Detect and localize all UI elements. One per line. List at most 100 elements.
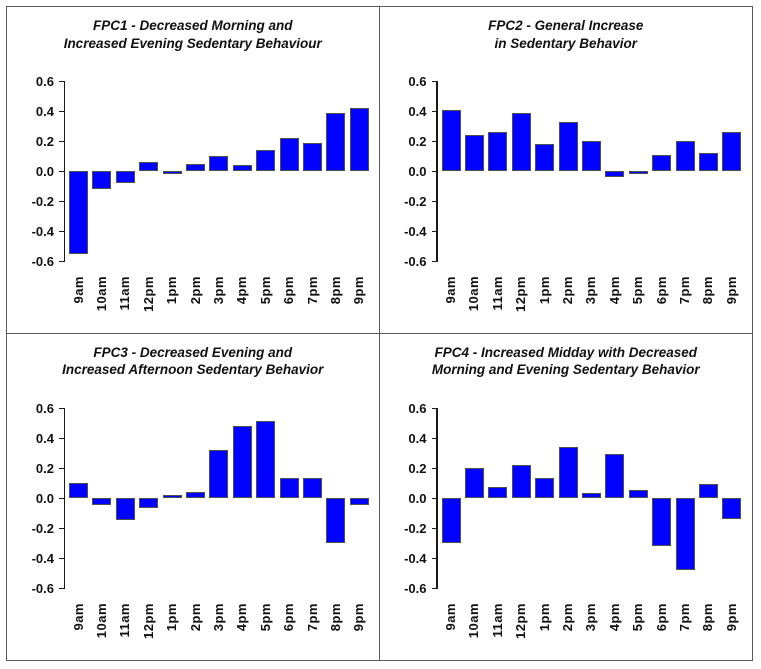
- y-tick-label: 0.6: [35, 74, 54, 89]
- bar-8pm: [698, 484, 718, 498]
- plot-area: [65, 400, 375, 596]
- x-axis-labels: 9am 10am 11am 12pm 1pm 2pm 3pm 4pm 5pm 6pm 7pm 8pm 9…: [65, 276, 379, 330]
- x-tick-label: 7pm: [677, 602, 692, 631]
- bar-4pm: [605, 171, 625, 177]
- y-tick-label: -0.6: [31, 580, 54, 596]
- x-tick-label: 10am: [93, 276, 109, 312]
- y-axis-tick: [59, 81, 64, 83]
- y-tick-label: 0.2: [35, 134, 54, 149]
- plot-area: [438, 400, 749, 596]
- bar-6pm: [279, 138, 299, 171]
- plot-area: [65, 73, 375, 269]
- y-axis: 0.6 0.4 0.2 0.0 -0.2 -0.4 -0.6: [380, 73, 438, 269]
- x-tick-label: 3pm: [210, 602, 226, 631]
- y-axis-tick: [59, 111, 64, 113]
- y-axis-tick: [431, 81, 437, 83]
- x-tick-label: 7pm: [304, 276, 320, 305]
- chart-area: 0.6 0.4 0.2 0.0 -0.2 -0.4 -0.6: [7, 400, 379, 596]
- x-tick-label: 9pm: [351, 602, 367, 631]
- y-axis-tick: [431, 261, 437, 263]
- x-tick-label: 11am: [489, 276, 505, 311]
- plot-area: [438, 73, 749, 269]
- y-axis-tick: [431, 201, 437, 203]
- x-axis-labels: 9am 10am 11am 12pm 1pm 2pm 3pm 4pm 5pm 6pm 7pm 8pm 9…: [65, 603, 379, 657]
- x-tick-label: 7pm: [677, 276, 692, 305]
- x-tick-label: 12pm: [513, 602, 529, 639]
- x-tick-label: 12pm: [513, 276, 529, 312]
- chart-title-line: FPC4 - Increased Midday with Decreased: [434, 344, 698, 360]
- x-tick-label: 9pm: [723, 602, 739, 631]
- bar-10am: [464, 135, 484, 171]
- bar-8pm: [326, 497, 346, 543]
- x-tick-label: 8pm: [700, 602, 716, 631]
- x-tick-label: 4pm: [606, 602, 622, 631]
- x-tick-label: 12pm: [140, 602, 156, 639]
- bar-1pm: [162, 171, 182, 174]
- bar-10am: [92, 497, 112, 505]
- x-tick-label: 10am: [93, 602, 109, 638]
- y-axis-tick: [59, 557, 64, 559]
- chart-panel-fpc4: FPC4 - Increased Midday with Decreased Mo…: [380, 334, 753, 661]
- y-axis-tick: [431, 407, 437, 409]
- bar-5pm: [628, 490, 648, 498]
- bar-8pm: [698, 153, 718, 171]
- y-axis-tick: [59, 587, 64, 589]
- bar-11am: [488, 132, 508, 171]
- bar-12pm: [139, 497, 159, 508]
- bar-12pm: [511, 464, 531, 498]
- bar-4pm: [232, 425, 252, 498]
- bar-3pm: [209, 156, 229, 171]
- y-axis: 0.6 0.4 0.2 0.0 -0.2 -0.4 -0.6: [7, 73, 65, 269]
- y-axis-tick: [59, 141, 64, 143]
- y-axis-line: [63, 407, 65, 589]
- x-tick-label: 8pm: [700, 276, 716, 305]
- bar-7pm: [675, 141, 695, 171]
- x-tick-label: 11am: [117, 602, 133, 638]
- y-tick-label: 0.0: [408, 164, 427, 179]
- y-tick-label: 0.2: [35, 460, 54, 476]
- y-axis-tick: [59, 201, 64, 203]
- x-tick-label: 10am: [466, 602, 482, 638]
- bar-5pm: [256, 150, 276, 171]
- bar-8pm: [326, 112, 346, 171]
- x-tick-label: 10am: [466, 276, 482, 312]
- x-tick-label: 11am: [117, 276, 133, 311]
- x-tick-label: 1pm: [536, 276, 552, 305]
- chart-title-line: Increased Evening Sedentary Behaviour: [63, 35, 322, 51]
- x-tick-label: 5pm: [630, 602, 646, 631]
- chart-title-line: Morning and Evening Sedentary Behavior: [431, 362, 700, 378]
- chart-title-line: FPC2 - General Increase: [488, 18, 644, 33]
- y-axis-tick: [59, 497, 64, 499]
- y-tick-label: 0.4: [35, 430, 54, 446]
- x-tick-label: 3pm: [210, 276, 226, 305]
- chart-title-fpc3: FPC3 - Decreased Evening and Increased Af…: [7, 344, 379, 384]
- bar-11am: [488, 487, 508, 498]
- fpc-barplot-figure: FPC1 - Decreased Morning and Increased Ev…: [6, 6, 753, 661]
- chart-title-fpc4: FPC4 - Increased Midday with Decreased Mo…: [380, 344, 753, 384]
- chart-title-line: FPC1 - Decreased Morning and: [92, 18, 293, 33]
- y-tick-label: 0.4: [408, 104, 427, 119]
- chart-title-line: in Sedentary Behavior: [494, 35, 638, 51]
- y-axis-tick: [431, 437, 437, 439]
- y-axis-tick: [431, 587, 437, 589]
- bar-9pm: [722, 497, 742, 519]
- bar-2pm: [186, 491, 205, 498]
- bar-9pm: [349, 108, 369, 171]
- x-tick-label: 4pm: [234, 602, 250, 631]
- bar-3pm: [581, 141, 601, 171]
- y-axis-tick: [431, 231, 437, 233]
- y-tick-label: -0.4: [31, 224, 54, 239]
- bar-1pm: [535, 144, 555, 171]
- chart-area: 0.6 0.4 0.2 0.0 -0.2 -0.4 -0.6: [7, 73, 379, 269]
- x-tick-label: 2pm: [187, 276, 203, 305]
- bar-1pm: [162, 494, 182, 498]
- bar-4pm: [605, 454, 625, 498]
- x-tick-label: 3pm: [583, 602, 599, 631]
- x-tick-label: 5pm: [630, 276, 646, 305]
- y-tick-label: 0.2: [408, 460, 427, 476]
- y-tick-label: 0.6: [35, 400, 54, 416]
- y-tick-label: 0.0: [408, 490, 427, 506]
- bar-3pm: [209, 449, 229, 498]
- y-tick-label: 0.0: [35, 164, 54, 179]
- y-axis-tick: [431, 111, 437, 113]
